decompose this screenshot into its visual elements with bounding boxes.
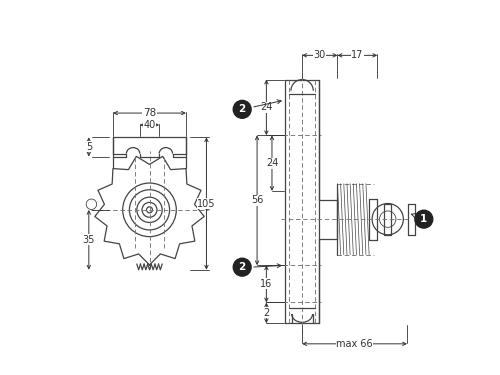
Text: 78: 78 [143, 108, 156, 118]
Text: 30: 30 [314, 50, 326, 60]
Text: 5: 5 [86, 142, 92, 152]
Text: 2: 2 [238, 262, 246, 272]
Text: 1: 1 [420, 214, 428, 224]
Text: 24: 24 [260, 102, 272, 112]
Text: 40: 40 [144, 120, 156, 130]
Text: 2: 2 [238, 104, 246, 114]
Circle shape [415, 210, 433, 228]
Text: 105: 105 [197, 198, 216, 208]
Circle shape [234, 100, 251, 118]
Circle shape [234, 258, 251, 276]
Text: 17: 17 [351, 50, 364, 60]
Text: 16: 16 [260, 279, 272, 289]
Text: 35: 35 [82, 235, 95, 245]
Text: 24: 24 [266, 158, 278, 168]
Text: 56: 56 [251, 195, 264, 205]
Text: 2: 2 [264, 308, 270, 318]
Text: max 66: max 66 [336, 339, 373, 349]
